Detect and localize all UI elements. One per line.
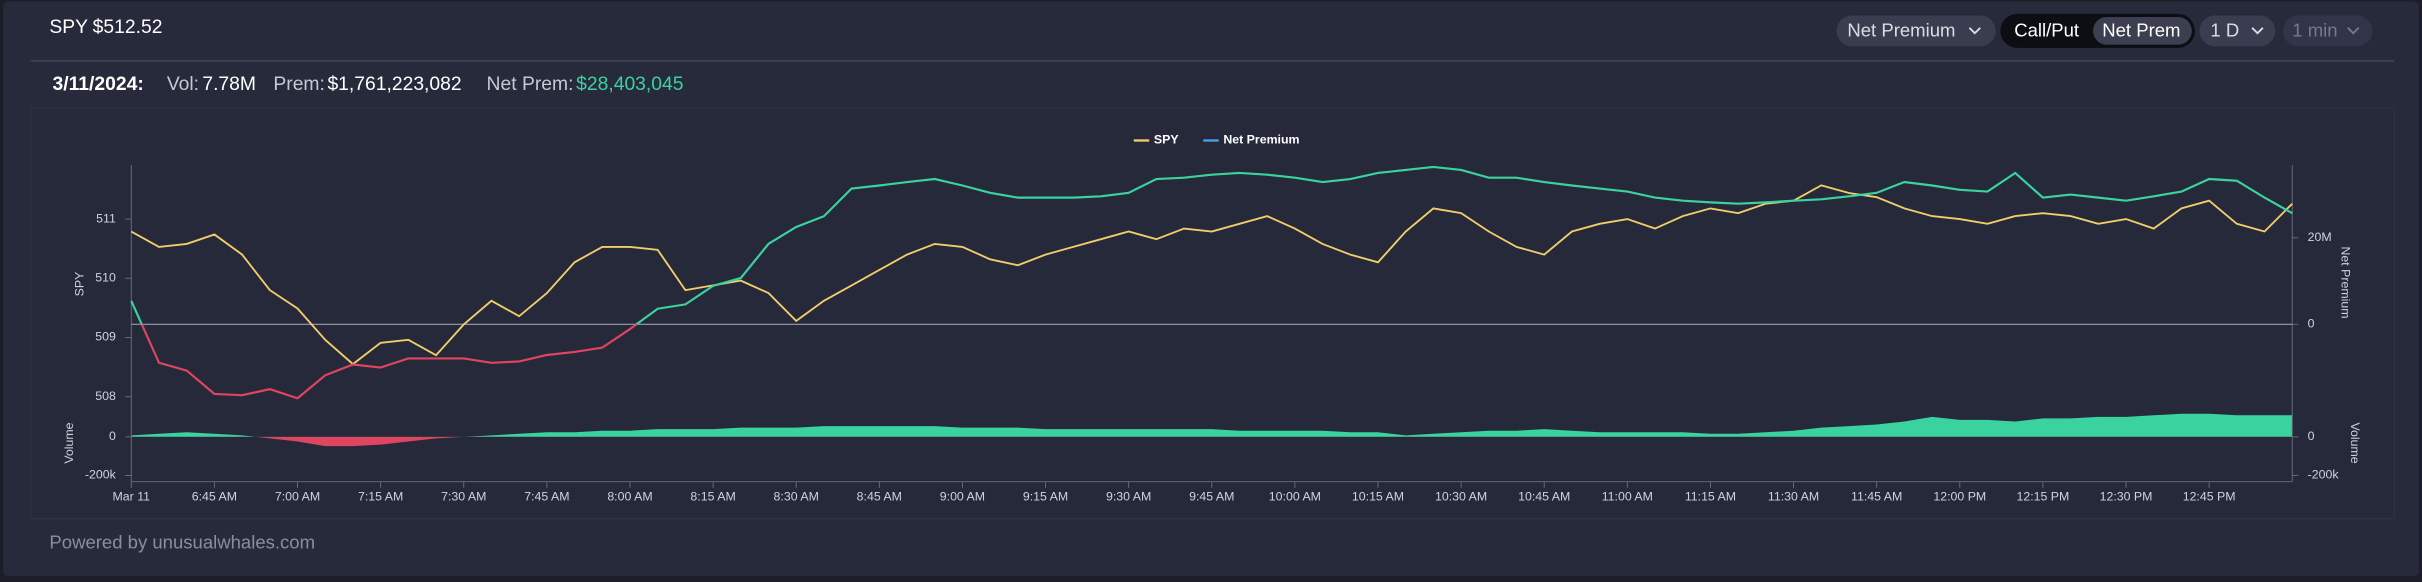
x-tick-label: 9:30 AM — [1106, 489, 1151, 503]
x-tick-label: 8:15 AM — [690, 489, 735, 503]
net-prem-label: Net Prem: — [487, 74, 574, 95]
x-tick-label: 11:30 AM — [1768, 489, 1819, 503]
x-tick-label: Mar 11 — [113, 489, 151, 503]
axis-label: Net Premium — [2339, 247, 2353, 319]
y-tick-label: 0 — [2308, 429, 2315, 443]
y-tick-label: 509 — [95, 330, 116, 344]
toggle-active[interactable] — [2092, 16, 2192, 45]
axis-label: Volume — [62, 422, 76, 463]
legend-label: SPY — [1154, 133, 1179, 147]
line-positive — [130, 165, 2293, 325]
y-tick-label: 510 — [95, 271, 116, 285]
x-tick-label: 7:45 AM — [524, 489, 569, 503]
x-tick-label: 8:30 AM — [774, 489, 819, 503]
symbol: SPY — [49, 17, 88, 38]
chevron — [1968, 27, 1981, 35]
chevron — [2347, 27, 2360, 35]
x-tick-label: 7:30 AM — [441, 489, 486, 503]
interval-label: 1 min — [2292, 20, 2337, 41]
date: 3/11/2024: — [53, 74, 144, 95]
axis-label: Volume — [2348, 422, 2362, 463]
x-tick-label: 12:15 PM — [2016, 489, 2069, 503]
prem-label: Prem: — [273, 74, 324, 95]
chevron — [2251, 27, 2264, 35]
x-tick-label: 8:00 AM — [607, 489, 652, 503]
y-tick-label: 508 — [95, 389, 116, 403]
y-tick-label: -200k — [2308, 468, 2340, 482]
chart-frame — [30, 107, 2395, 520]
metric-select[interactable] — [1836, 15, 1996, 47]
prem: $1,761,223,082 — [327, 74, 461, 95]
x-tick-label: 11:00 AM — [1602, 489, 1653, 503]
area-positive — [131, 413, 2293, 437]
y-tick-label: 511 — [96, 211, 116, 225]
area-negative — [131, 436, 2293, 447]
x-tick-label: 9:00 AM — [940, 489, 985, 503]
legend-label: Net Premium — [1223, 133, 1299, 147]
line — [130, 184, 2293, 366]
x-tick-label: 12:00 PM — [1933, 489, 1986, 503]
x-tick-label: 12:30 PM — [2100, 489, 2153, 503]
x-tick-label: 9:15 AM — [1023, 489, 1068, 503]
footer: Powered by unusualwhales.com — [49, 531, 315, 552]
net-prem: $28,403,045 — [576, 74, 683, 95]
range-select[interactable] — [2199, 15, 2276, 47]
interval-select[interactable] — [2282, 15, 2373, 47]
toggle-option[interactable]: Net Prem — [2102, 20, 2180, 41]
line-negative — [140, 324, 639, 400]
y-tick-label: 0 — [109, 429, 116, 443]
axis-label: SPY — [73, 272, 87, 297]
price: $512.52 — [93, 17, 163, 38]
x-tick-label: 10:00 AM — [1269, 489, 1321, 503]
x-tick-label: 7:15 AM — [358, 489, 403, 503]
y-tick-label: 20M — [2308, 230, 2332, 244]
metric-label: Net Premium — [1847, 20, 1955, 41]
x-tick-label: 11:15 AM — [1685, 489, 1736, 503]
y-tick-label: 0 — [2308, 317, 2315, 331]
x-tick-label: 6:45 AM — [192, 489, 237, 503]
x-tick-label: 7:00 AM — [275, 489, 320, 503]
range-label: 1 D — [2210, 20, 2239, 41]
x-tick-label: 10:15 AM — [1352, 489, 1404, 503]
x-tick-label: 12:45 PM — [2183, 489, 2236, 503]
x-tick-label: 10:45 AM — [1518, 489, 1570, 503]
vol-label: Vol: — [167, 74, 199, 95]
x-tick-label: 8:45 AM — [857, 489, 902, 503]
toggle-option[interactable]: Call/Put — [2014, 20, 2080, 41]
y-tick-label: -200k — [85, 468, 117, 482]
x-tick-label: 11:45 AM — [1851, 489, 1902, 503]
vol: 7.78M — [202, 74, 256, 95]
x-tick-label: 9:45 AM — [1189, 489, 1234, 503]
x-tick-label: 10:30 AM — [1435, 489, 1487, 503]
